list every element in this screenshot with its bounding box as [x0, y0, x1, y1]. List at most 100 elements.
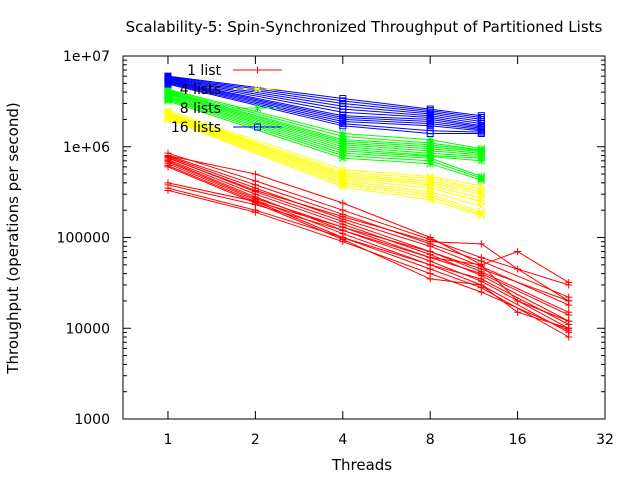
data-point — [426, 195, 435, 204]
legend-label: 16 lists — [171, 120, 221, 136]
plot-area — [164, 72, 573, 341]
series-line — [167, 184, 569, 316]
data-point — [514, 248, 522, 256]
series-line — [167, 114, 482, 199]
data-point — [426, 159, 435, 168]
x-tick-label: 2 — [251, 432, 260, 448]
data-point — [426, 181, 435, 189]
data-point — [254, 123, 261, 131]
data-point — [565, 297, 573, 305]
series-line — [167, 78, 482, 125]
series-line — [167, 111, 482, 190]
data-point — [164, 115, 172, 124]
series-line — [167, 80, 482, 129]
data-point — [251, 199, 259, 207]
legend: 1 list 4 lists 8 lists 16 lists — [171, 63, 282, 136]
axes: 1 2 4 8 16 32 1000 10000 100000 1e+06 1e+07 — [57, 49, 614, 448]
x-axis-label: Threads — [331, 456, 392, 474]
legend-label: 4 lists — [180, 82, 221, 98]
series-line — [167, 93, 482, 156]
series-line — [167, 110, 482, 187]
series-line — [167, 91, 482, 153]
data-point — [514, 297, 522, 305]
data-point — [477, 275, 485, 283]
legend-label: 1 list — [187, 63, 221, 79]
data-point — [164, 80, 172, 88]
data-point — [253, 85, 262, 93]
y-tick-label: 1e+07 — [63, 49, 110, 65]
data-point — [426, 261, 434, 269]
data-point — [426, 238, 434, 246]
series-line — [167, 163, 569, 333]
data-point — [339, 223, 347, 231]
data-point — [565, 333, 573, 341]
y-tick-label: 1000 — [74, 412, 110, 428]
series-line — [167, 95, 482, 159]
data-point — [339, 199, 347, 207]
data-point — [339, 122, 347, 130]
series-line — [167, 92, 482, 154]
data-point — [426, 129, 434, 137]
data-point — [251, 170, 259, 178]
data-point — [426, 184, 435, 192]
data-point — [514, 265, 522, 273]
y-axis-label: Throughput (operations per second) — [4, 102, 22, 374]
series-line — [167, 89, 482, 151]
data-point — [251, 186, 259, 194]
series-line — [167, 94, 482, 157]
data-point — [565, 317, 573, 325]
series-line — [167, 116, 482, 207]
series-1-list — [164, 149, 573, 341]
series-line — [167, 99, 482, 179]
series-line — [167, 157, 569, 313]
x-tick-label: 32 — [596, 432, 614, 448]
series-line — [167, 155, 569, 298]
data-point — [426, 254, 434, 262]
data-point — [426, 248, 434, 256]
data-point — [477, 182, 486, 190]
y-tick-label: 100000 — [57, 231, 110, 247]
series-line — [167, 88, 482, 150]
series-line — [167, 113, 482, 195]
data-point — [477, 281, 485, 289]
data-point — [477, 176, 486, 184]
data-point — [426, 122, 434, 130]
series-line — [167, 118, 482, 215]
x-tick-label: 16 — [509, 432, 527, 448]
data-point — [339, 213, 347, 221]
data-point — [477, 210, 486, 219]
series-line — [167, 115, 482, 202]
series-line — [167, 189, 569, 331]
series-line — [167, 79, 482, 127]
series-line — [167, 82, 482, 132]
data-point — [339, 236, 347, 244]
series-line — [167, 118, 482, 216]
series-line — [167, 77, 482, 122]
data-point — [477, 202, 486, 211]
x-tick-label: 4 — [338, 432, 347, 448]
data-point — [164, 186, 172, 194]
series-line — [167, 81, 482, 130]
series-line — [167, 83, 482, 134]
series-line — [167, 98, 482, 177]
data-point — [477, 211, 486, 220]
series-line — [167, 156, 569, 306]
series-line — [167, 182, 569, 302]
y-tick-label: 1e+06 — [63, 140, 110, 156]
y-tick-label: 10000 — [65, 321, 110, 337]
series-line — [167, 117, 482, 213]
data-point — [477, 240, 485, 248]
series-line — [167, 152, 569, 286]
series-line — [167, 82, 482, 133]
data-point — [477, 156, 486, 165]
series-line — [167, 79, 482, 128]
series-4-lists — [164, 106, 486, 220]
data-point — [565, 324, 573, 332]
data-point — [164, 97, 172, 105]
data-point — [253, 104, 262, 112]
x-tick-label: 1 — [164, 432, 173, 448]
data-point — [338, 183, 347, 191]
series-line — [167, 90, 482, 152]
data-point — [251, 208, 259, 216]
